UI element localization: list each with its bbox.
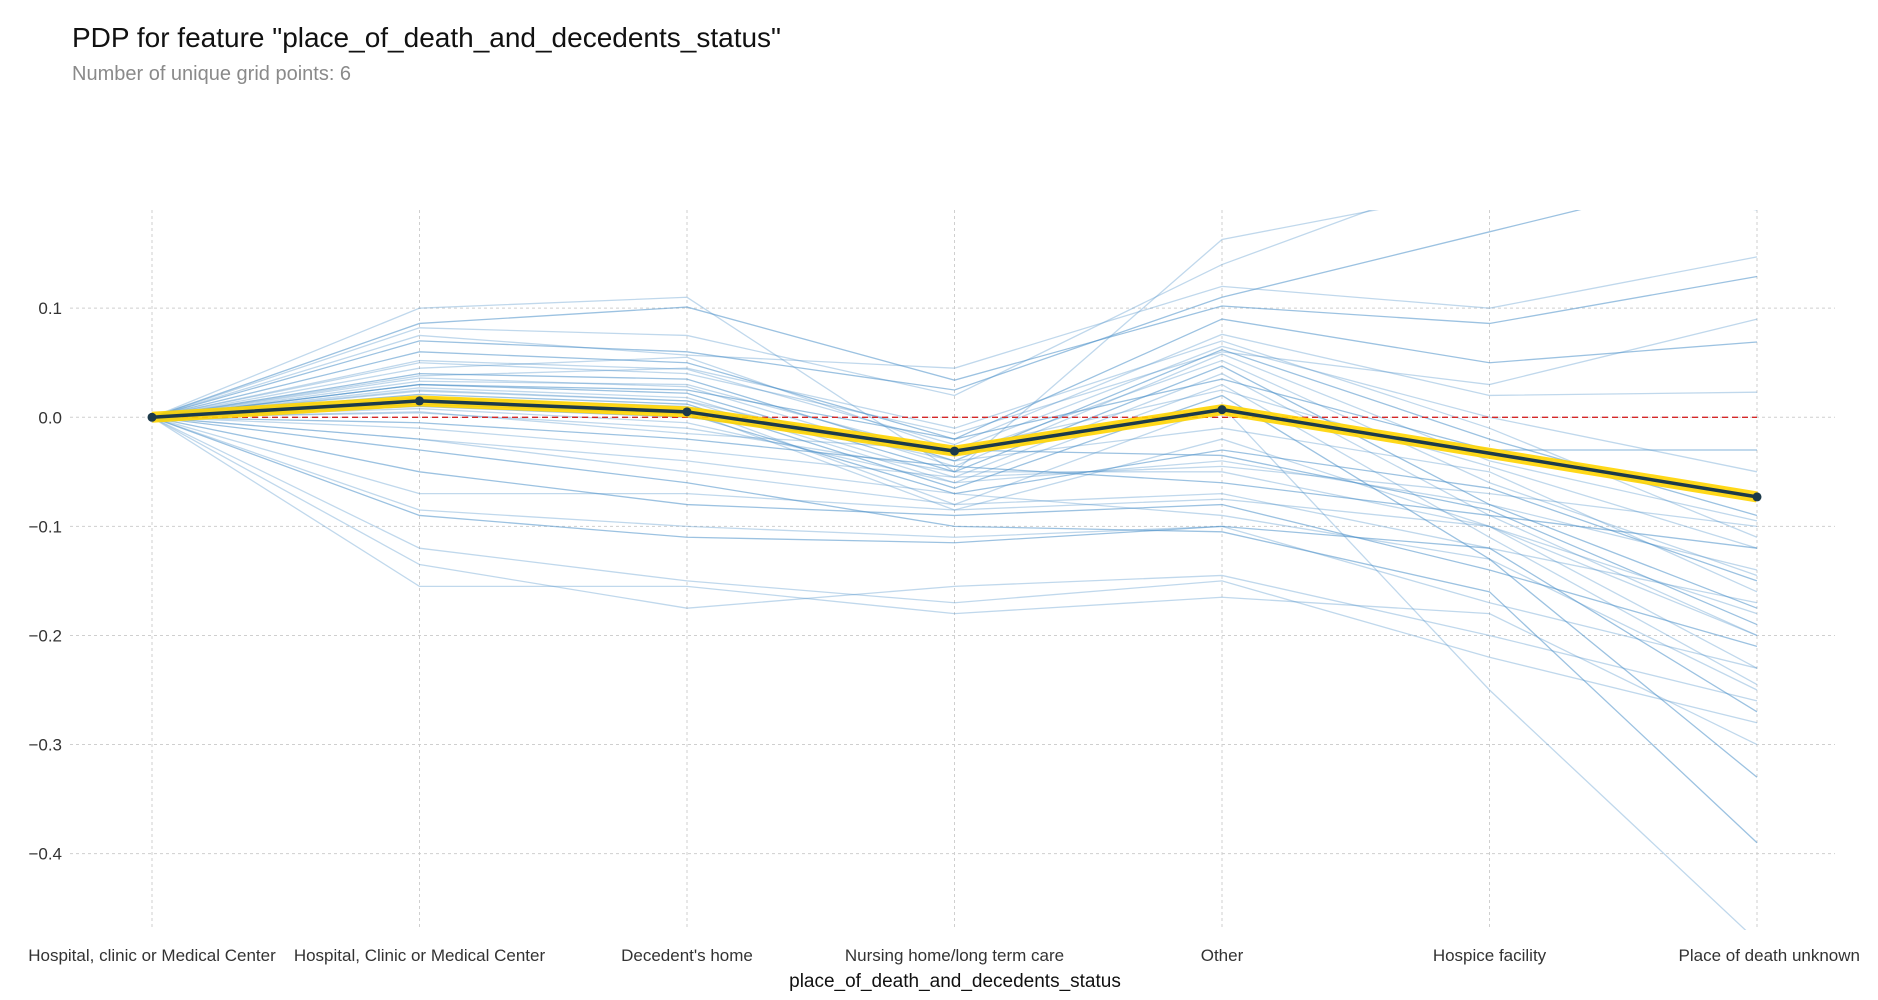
ice-line <box>151 389 1758 593</box>
average-point <box>682 407 692 417</box>
x-tick-label: Other <box>1201 946 1244 965</box>
x-tick-label: Place of death unknown <box>1679 946 1860 965</box>
ice-line <box>151 416 1758 746</box>
y-tick-label: −0.1 <box>28 517 62 536</box>
ice-line <box>151 340 1758 538</box>
ice-line <box>151 210 1582 418</box>
ice-line <box>151 416 1758 647</box>
ice-line <box>151 416 1758 724</box>
ice-line <box>151 416 1758 713</box>
y-axis-ticks: 0.1 0.0 −0.1 −0.2 −0.3 −0.4 <box>28 299 62 863</box>
average-pdp-line <box>147 395 1762 503</box>
ice-line <box>151 275 1758 418</box>
x-tick-label: Hospice facility <box>1433 946 1547 965</box>
x-axis-label: place_of_death_and_decedents_status <box>789 971 1121 992</box>
ice-line <box>151 407 1758 571</box>
ice-line <box>151 416 1758 844</box>
average-point <box>147 412 157 422</box>
x-tick-label: Nursing home/long term care <box>845 946 1064 965</box>
y-tick-label: −0.4 <box>28 845 62 864</box>
ice-line <box>151 256 1758 418</box>
ice-line <box>151 318 1758 435</box>
average-point <box>1217 405 1227 415</box>
y-tick-label: 0.0 <box>38 408 62 427</box>
grid <box>70 210 1835 930</box>
ice-line <box>151 412 1758 615</box>
chart-subtitle: Number of unique grid points: 6 <box>72 63 352 85</box>
ice-line <box>151 416 1758 549</box>
x-axis-ticks: Hospital, clinic or Medical Center Hospit… <box>28 946 1860 965</box>
ice-line <box>151 416 1758 691</box>
ice-line <box>151 383 1758 686</box>
ice-line <box>151 393 1758 778</box>
ice-line <box>151 348 1758 517</box>
average-point <box>415 396 424 406</box>
x-tick-label: Hospital, Clinic or Medical Center <box>294 946 546 965</box>
ice-line <box>151 416 1758 528</box>
ice-line <box>151 416 1758 669</box>
ice-line <box>151 416 1758 702</box>
average-point <box>1752 492 1762 502</box>
x-tick-label: Hospital, clinic or Medical Center <box>28 946 276 965</box>
ice-line <box>151 416 1758 669</box>
y-tick-label: −0.2 <box>28 626 62 645</box>
ice-line <box>151 210 1757 418</box>
chart-title: PDP for feature "place_of_death_and_dece… <box>72 22 781 53</box>
average-point <box>950 446 959 456</box>
y-tick-label: 0.1 <box>38 299 62 318</box>
y-tick-label: −0.3 <box>28 736 62 755</box>
ice-line <box>151 333 1758 446</box>
x-tick-label: Decedent's home <box>621 946 753 965</box>
